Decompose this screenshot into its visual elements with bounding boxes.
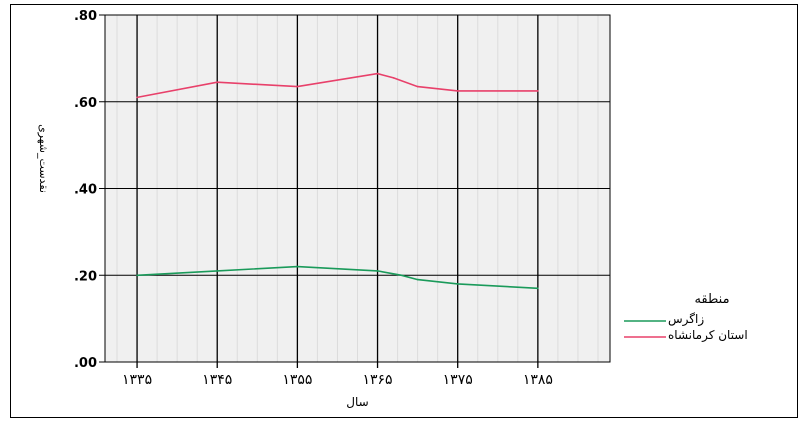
data-point [136,274,138,277]
legend-label: استان کرمانشاه [668,328,748,343]
x-tick-label: ۱۳۶۵ [363,372,393,388]
x-tick-label: ۱۳۴۵ [202,372,232,388]
data-point [456,283,459,285]
series-line-0 [137,265,538,290]
data-point [296,265,299,268]
figure-border [10,4,798,418]
data-point [376,270,379,272]
x-axis-label: سال [346,395,368,409]
data-point [216,270,219,272]
data-point [537,287,539,290]
x-tick-label: ۱۳۵۵ [282,372,312,388]
y-tick-label: .00 [74,356,97,371]
data-point [416,278,419,281]
x-tick-label: ۱۳۳۵ [122,372,152,388]
y-tick-label: .80 [74,9,97,24]
x-tick-label: ۱۳۷۵ [443,372,473,388]
data-point [456,90,459,92]
y-tick-label: .40 [74,183,97,198]
data-point [537,90,539,92]
y-tick-label: .60 [74,96,97,111]
data-point [136,96,138,99]
data-point [416,85,419,88]
y-axis-label: نقدست_شهری [37,124,50,193]
data-point [216,81,219,84]
data-point [296,85,299,88]
legend-title: منطقه [694,292,729,307]
data-point [376,72,379,75]
data-point [392,77,395,79]
y-tick-label: .20 [74,269,97,284]
data-point [400,274,403,277]
x-tick-label: ۱۳۸۵ [523,372,553,388]
legend-label: زاگرس [668,312,704,327]
series-line-1 [136,72,538,99]
